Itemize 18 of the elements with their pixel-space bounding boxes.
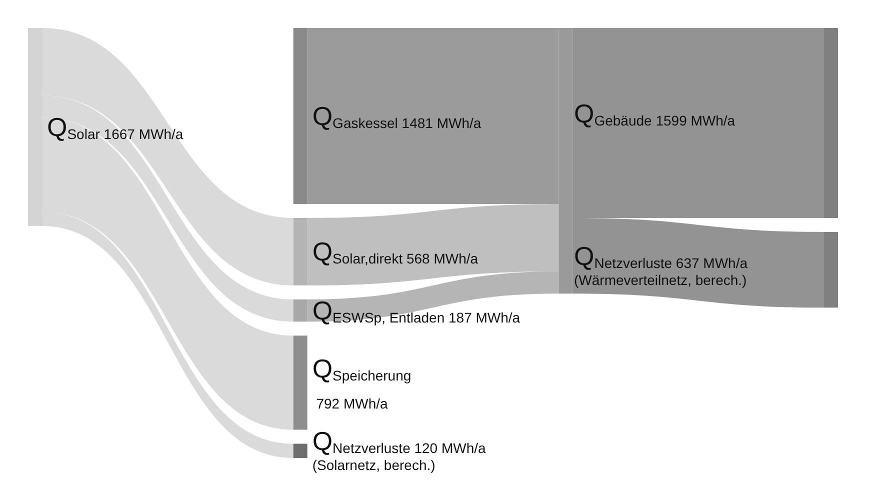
data-label: 120 MWh/a	[410, 440, 486, 456]
category-label: QGaskessel	[312, 100, 398, 131]
data-label: 1481 MWh/a	[398, 114, 482, 131]
text: (Solarnetz, berech.)	[312, 456, 436, 473]
data-label: 792 MWh/a	[312, 396, 388, 412]
category-label: QSolar	[47, 112, 100, 142]
data-label: 637 MWh/a	[672, 255, 748, 272]
category-label: QNetzverluste	[312, 426, 411, 456]
category-label: QSpeicherung	[312, 354, 412, 384]
category-label: QESWSp, Entladen	[312, 296, 445, 326]
data-label: 1667 MWh/a	[100, 126, 184, 142]
category-label: QSolar,direkt	[312, 236, 403, 267]
text: (Wärmeverteilnetz, berech.)	[574, 272, 747, 288]
category-label: QGebäude	[574, 98, 652, 128]
category-label: QNetzverluste	[574, 241, 672, 272]
data-label: 568 MWh/a	[402, 250, 478, 267]
data-label: 187 MWh/a	[444, 310, 520, 326]
data-label: 1599 MWh/a	[652, 112, 736, 128]
